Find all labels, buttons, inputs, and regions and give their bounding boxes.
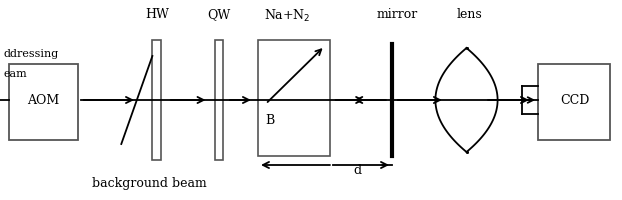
Text: Na+N$_2$: Na+N$_2$: [264, 8, 310, 24]
Text: CCD: CCD: [560, 94, 590, 106]
Text: HW: HW: [145, 8, 169, 21]
Text: AOM: AOM: [27, 94, 60, 106]
Bar: [215, 40, 223, 160]
Text: QW: QW: [207, 8, 231, 21]
Text: background beam: background beam: [92, 176, 207, 190]
Bar: [258, 40, 330, 156]
Bar: [9, 64, 78, 140]
Bar: [538, 64, 610, 140]
Bar: [152, 40, 161, 160]
Text: eam: eam: [3, 69, 27, 79]
Text: B: B: [266, 114, 274, 127]
Text: mirror: mirror: [376, 8, 417, 21]
Text: ddressing: ddressing: [3, 49, 58, 59]
Text: lens: lens: [457, 8, 483, 21]
Text: d: d: [353, 164, 362, 178]
